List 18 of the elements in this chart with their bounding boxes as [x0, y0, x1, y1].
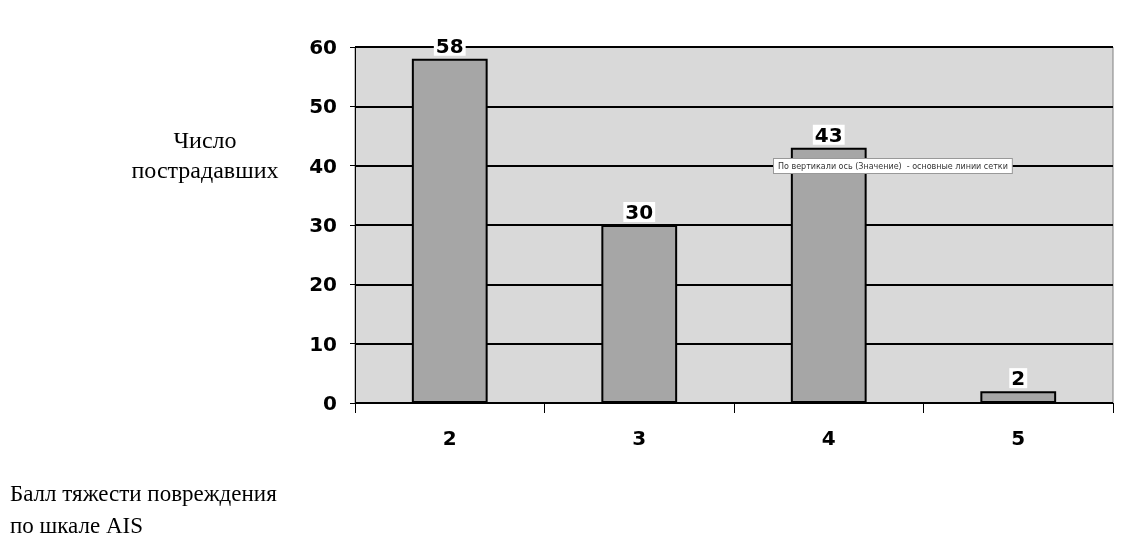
y-tick-label: 40: [309, 153, 337, 178]
data-label: 30: [625, 200, 654, 224]
data-label: 58: [435, 33, 464, 58]
y-tick-label: 20: [309, 272, 337, 297]
x-tick-label: 2: [442, 426, 457, 450]
x-tick-label: 4: [821, 426, 836, 450]
y-tick-label: 50: [309, 94, 337, 119]
y-tick-label: 30: [309, 213, 337, 237]
text: Балл тяжести повреждения по шкале AIS: [10, 480, 278, 540]
y-tick-label: 60: [309, 35, 337, 59]
y-axis-title: Число пострадавших: [130, 126, 280, 185]
data-label: 43: [814, 122, 843, 147]
x-tick-label: 5: [1011, 426, 1026, 450]
y-tick-label: 0: [323, 391, 337, 415]
annotation: По вертикали ось (Значение) - основные линии сетки: [778, 161, 1008, 171]
x-tick-label: 3: [632, 426, 647, 450]
data-label: 2: [1011, 366, 1026, 391]
y-tick-label: 10: [309, 331, 337, 356]
